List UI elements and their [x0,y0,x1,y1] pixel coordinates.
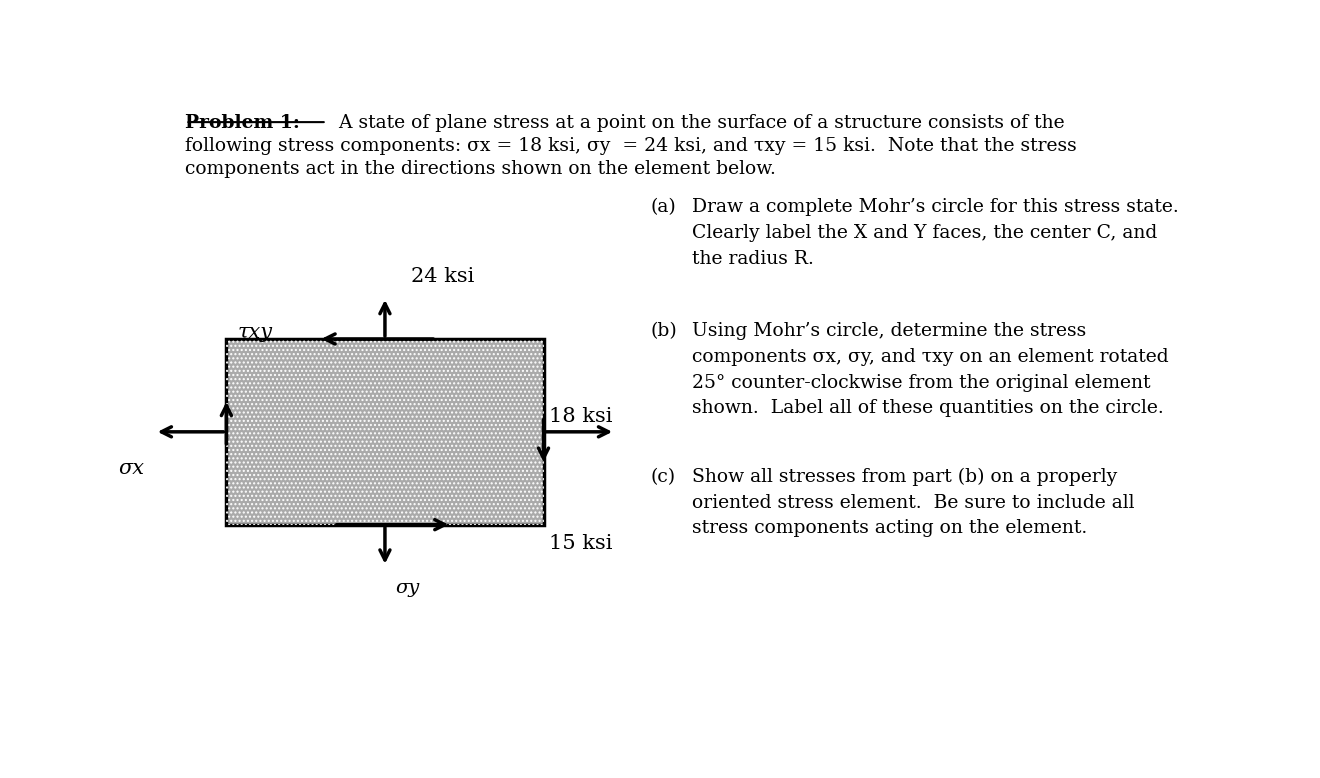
Bar [227,339,544,524]
Text: Using Mohr’s circle, determine the stress
components σx, σy, and τxy on an eleme: Using Mohr’s circle, determine the stres… [692,322,1168,417]
Bar [227,339,544,524]
Text: 18 ksi: 18 ksi [549,407,612,426]
Text: (b): (b) [651,322,677,340]
Text: 24 ksi: 24 ksi [411,268,474,286]
Text: Show all stresses from part (b) on a properly
oriented stress element.  Be sure : Show all stresses from part (b) on a pro… [692,468,1134,538]
Text: (c): (c) [651,468,676,485]
Text: following stress components: σx = 18 ksi, σy  = 24 ksi, and τxy = 15 ksi.  Note : following stress components: σx = 18 ksi… [185,137,1077,155]
Text: components act in the directions shown on the element below.: components act in the directions shown o… [185,159,776,178]
Text: Draw a complete Mohr’s circle for this stress state.
Clearly label the X and Y f: Draw a complete Mohr’s circle for this s… [692,198,1179,268]
Text: σy: σy [395,579,420,597]
Text: A state of plane stress at a point on the surface of a structure consists of the: A state of plane stress at a point on th… [326,114,1064,132]
Text: τxy: τxy [238,324,272,342]
Text: 15 ksi: 15 ksi [549,534,612,552]
Text: Problem 1:: Problem 1: [185,114,301,132]
Text: σx: σx [119,459,145,478]
Text: (a): (a) [651,198,677,216]
